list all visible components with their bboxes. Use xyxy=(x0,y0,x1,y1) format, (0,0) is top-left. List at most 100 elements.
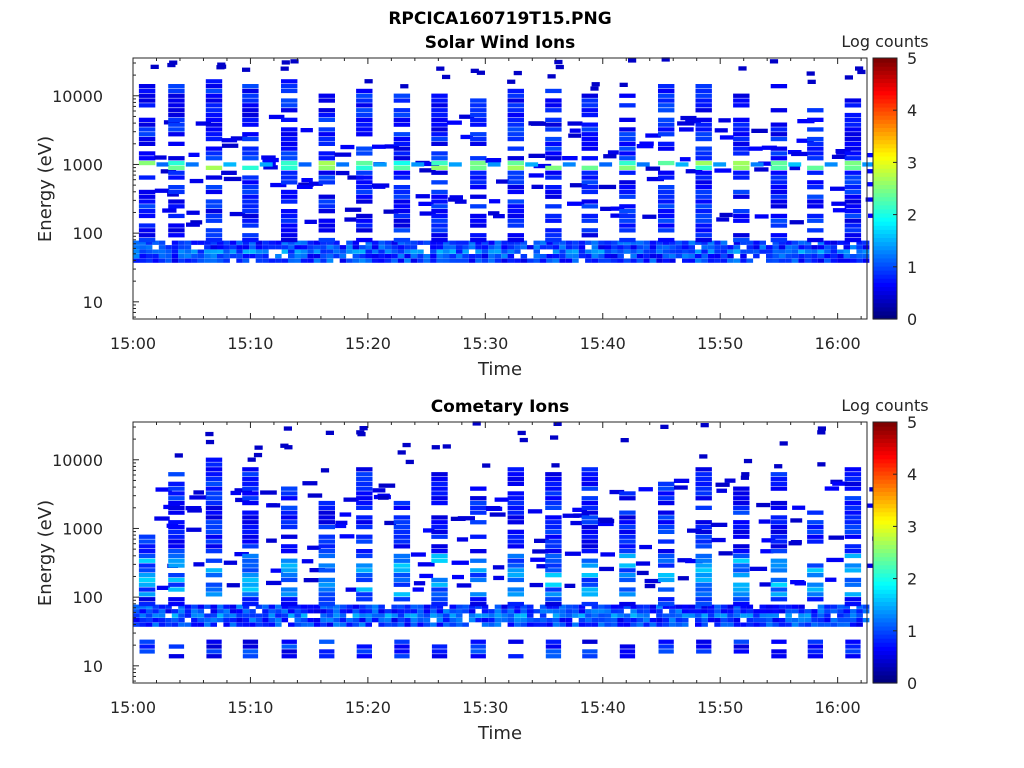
colorbar-segment xyxy=(873,90,897,96)
spectrogram-cell xyxy=(168,654,185,659)
spectrogram-cell xyxy=(807,534,824,539)
spectrogram-cell xyxy=(695,558,712,563)
spectrogram-cell xyxy=(281,175,298,180)
spectrogram-cell xyxy=(346,240,353,245)
spectrogram-cell xyxy=(210,258,217,263)
spectrogram-cell xyxy=(658,127,675,132)
spectrogram-cell xyxy=(662,258,670,263)
spectrogram-cell xyxy=(242,151,259,156)
spectrogram-cell xyxy=(242,609,250,614)
x-tick-label: 16:00 xyxy=(815,698,861,717)
spectrogram-cell xyxy=(404,613,411,618)
spectrogram-cell xyxy=(158,258,166,263)
spectrogram-cell xyxy=(565,613,573,618)
spectrogram-cell xyxy=(391,622,398,627)
spectrogram-cell xyxy=(585,613,592,618)
spectrogram-cell xyxy=(536,564,548,569)
spectrogram-cell xyxy=(470,639,486,644)
spectrogram-cell xyxy=(733,170,750,175)
spectrogram-cell xyxy=(205,500,223,506)
spectrogram-cell xyxy=(488,211,500,216)
spectrogram-cell xyxy=(582,649,598,654)
spectrogram-cell xyxy=(514,618,521,623)
spectrogram-cell xyxy=(695,165,712,170)
spectrogram-cell xyxy=(168,549,185,554)
spectrogram-cell xyxy=(255,258,263,263)
spectrogram-cell xyxy=(798,254,805,259)
spectrogram-cell xyxy=(300,258,308,263)
spectrogram-cell xyxy=(695,563,712,568)
spectrogram-cell xyxy=(242,644,259,649)
spectrogram-cell xyxy=(862,245,870,250)
spectrogram-cell xyxy=(591,245,599,250)
spectrogram-cell xyxy=(423,240,431,245)
colorbar-segment xyxy=(873,426,897,431)
colorbar-segment xyxy=(873,168,897,173)
spectrogram-cell xyxy=(275,609,282,614)
spectrogram-cell xyxy=(326,609,334,614)
spectrogram-cell xyxy=(804,258,812,263)
spectrogram-cell xyxy=(393,112,411,118)
spectrogram-cell xyxy=(658,122,675,127)
spectrogram-cell xyxy=(190,220,203,225)
spectrogram-cell xyxy=(393,544,411,549)
spectrogram-cell xyxy=(545,573,562,578)
spectrogram-cell xyxy=(242,185,259,190)
spectrogram-cell xyxy=(204,622,211,627)
spectrogram-cell xyxy=(187,508,202,513)
spectrogram-cell xyxy=(740,604,747,609)
colorbar-segment xyxy=(873,204,897,210)
spectrogram-cell xyxy=(397,245,405,250)
spectrogram-cell xyxy=(356,108,373,113)
spectrogram-cell xyxy=(468,609,476,614)
spectrogram-cell xyxy=(695,185,712,190)
spectrogram-cell xyxy=(356,520,373,525)
spectrogram-cell xyxy=(404,254,411,259)
spectrogram-cell xyxy=(449,245,456,250)
spectrogram-cell xyxy=(356,223,373,228)
spectrogram-cell xyxy=(811,613,818,618)
spectrogram-cell xyxy=(456,622,463,627)
spectrogram-cell xyxy=(288,240,295,245)
spectrogram-cell xyxy=(619,601,636,607)
colorbar-segment xyxy=(873,617,897,623)
spectrogram-cell xyxy=(598,245,605,250)
spectrogram-cell xyxy=(431,496,448,501)
spectrogram-cell xyxy=(158,249,166,254)
spectrogram-cell xyxy=(281,189,298,195)
spectrogram-cell xyxy=(236,258,243,263)
spectrogram-cell xyxy=(568,133,582,138)
spectrogram-cell xyxy=(346,618,353,623)
spectrogram-cell xyxy=(695,127,712,132)
spectrogram-cell xyxy=(695,136,712,142)
spectrogram-cell xyxy=(318,510,335,515)
spectrogram-cell xyxy=(197,618,205,623)
spectrogram-cell xyxy=(807,649,823,654)
spectrogram-cell xyxy=(552,622,560,627)
spectrogram-cell xyxy=(565,258,573,263)
spectrogram-cell xyxy=(431,445,440,450)
spectrogram-cell xyxy=(268,258,276,263)
spectrogram-cell xyxy=(707,609,715,614)
spectrogram-cell xyxy=(139,644,155,649)
spectrogram-cell xyxy=(138,117,156,122)
spectrogram-cell xyxy=(604,604,611,609)
spectrogram-cell xyxy=(507,558,524,563)
spectrogram-cell xyxy=(545,156,562,161)
spectrogram-cell xyxy=(365,609,372,614)
spectrogram-cometary xyxy=(133,421,890,659)
spectrogram-cell xyxy=(619,587,636,592)
spectrogram-cell xyxy=(591,82,600,87)
spectrogram-cell xyxy=(830,609,838,614)
spectrogram-cell xyxy=(831,201,847,206)
spectrogram-cell xyxy=(318,601,335,607)
spectrogram-cell xyxy=(242,587,259,592)
spectrogram-cell xyxy=(223,249,230,254)
colorbar-segment xyxy=(873,306,897,312)
spectrogram-cell xyxy=(756,502,771,508)
spectrogram-cell xyxy=(598,609,605,614)
spectrogram-cell xyxy=(682,249,689,254)
spectrogram-cell xyxy=(688,613,695,618)
spectrogram-cell xyxy=(356,160,373,166)
spectrogram-cell xyxy=(669,254,676,259)
